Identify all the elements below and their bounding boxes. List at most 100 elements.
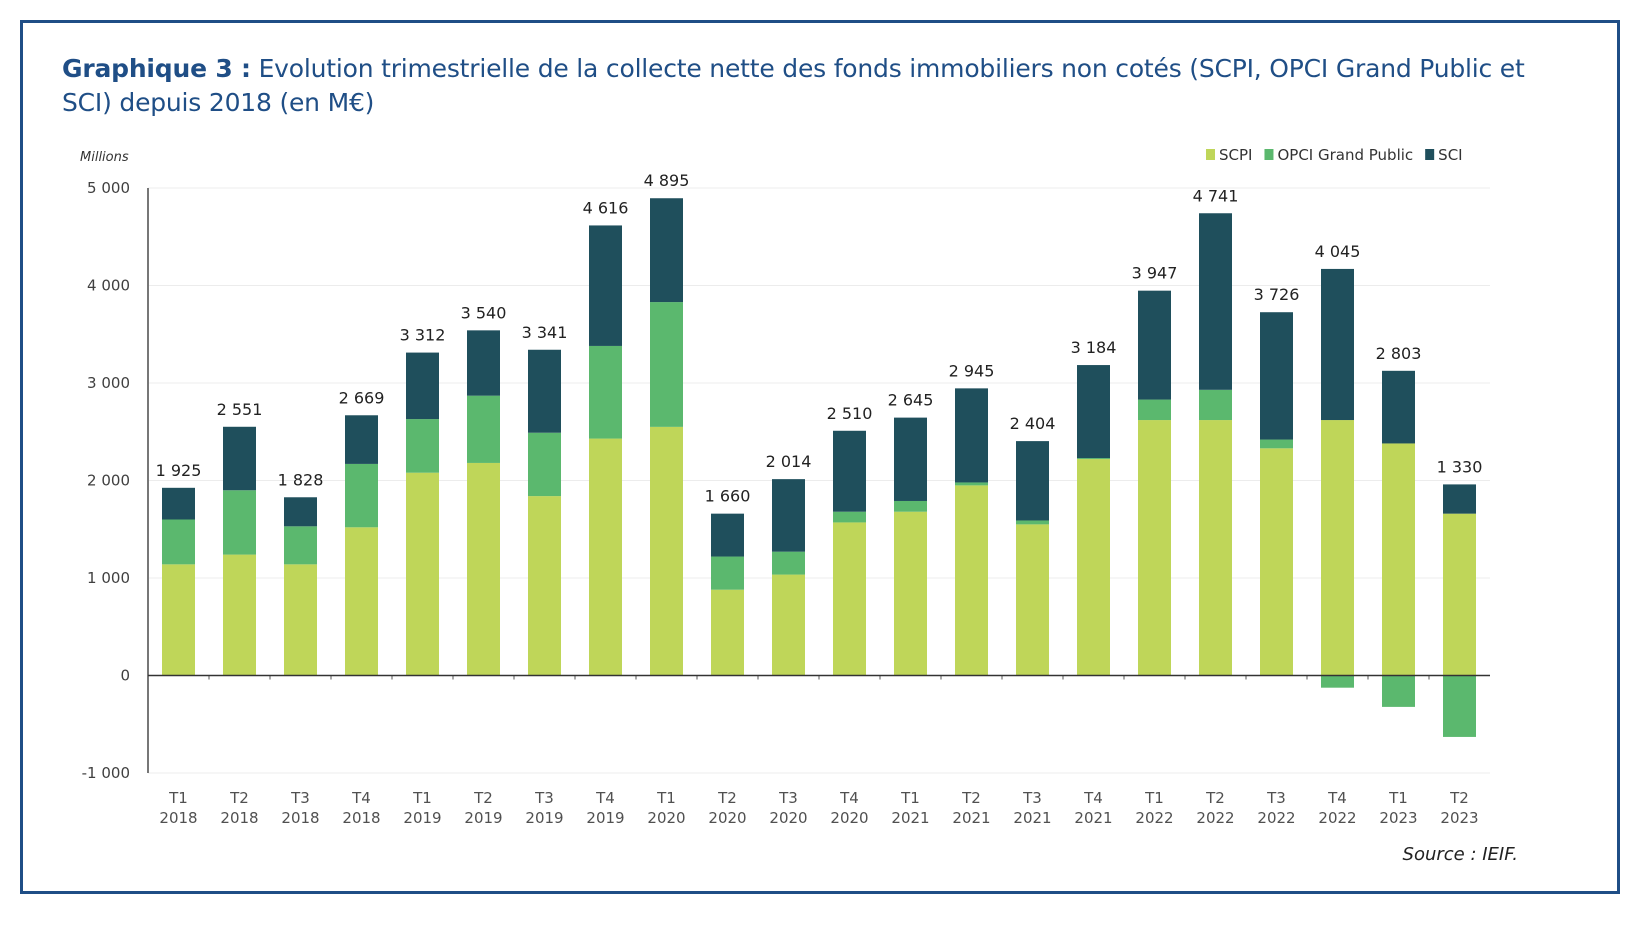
bar-segment-sci [1443,484,1476,514]
bar-segment-opci-grand-public [650,302,683,427]
bar-segment-opci-grand-public [467,395,500,463]
x-tick-year: 2022 [1196,809,1234,827]
x-tick-quarter: T3 [290,789,310,807]
bar-segment-scpi [772,574,805,676]
total-data-label: 2 014 [766,452,812,471]
bar-segment-opci-grand-public [1077,458,1110,460]
legend-label: SCPI [1219,146,1252,164]
x-tick-quarter: T1 [1144,789,1164,807]
bar-segment-scpi [1016,524,1049,676]
x-tick-year: 2020 [647,809,685,827]
bar-segment-opci-grand-public [162,519,195,565]
bar-segment-sci [1321,268,1354,421]
bar-segment-opci-grand-public [284,526,317,565]
y-tick-label: 4 000 [87,277,130,295]
bar-segment-scpi [1321,420,1354,676]
total-data-label: 2 669 [339,388,385,407]
x-tick-quarter: T2 [473,789,493,807]
x-tick-quarter: T1 [412,789,432,807]
y-tick-label: 0 [120,667,130,685]
bar-segment-opci-grand-public [589,345,622,439]
bar-segment-sci [1382,370,1415,444]
x-tick-year: 2018 [281,809,319,827]
total-data-label: 1 660 [705,487,751,506]
bar-segment-sci [772,479,805,552]
bar-segment-sci [1016,441,1049,521]
x-tick-year: 2021 [1013,809,1051,827]
x-tick-quarter: T3 [534,789,554,807]
legend-label: SCI [1438,146,1462,164]
total-data-label: 4 741 [1193,186,1239,205]
total-data-label: 2 803 [1376,344,1422,363]
x-tick-quarter: T1 [656,789,676,807]
x-tick-year: 2022 [1257,809,1295,827]
bar-segment-scpi [894,511,927,676]
bar-segment-scpi [1260,448,1293,676]
bar-segment-scpi [1138,420,1171,676]
total-data-label: 3 540 [461,303,507,322]
bar-segment-sci [467,330,500,396]
bar-segment-sci [528,349,561,433]
x-tick-year: 2022 [1318,809,1356,827]
x-tick-year: 2018 [342,809,380,827]
legend-swatch-scpi [1206,149,1215,160]
x-tick-year: 2018 [159,809,197,827]
total-data-label: 1 925 [156,461,202,480]
x-tick-quarter: T4 [1327,789,1347,807]
chart-frame [20,20,1620,894]
bar-segment-scpi [467,462,500,676]
bar-segment-scpi [406,472,439,676]
bar-segment-scpi [528,496,561,676]
bar-segment-sci [162,487,195,520]
x-tick-quarter: T4 [595,789,615,807]
bar-segment-scpi [650,426,683,676]
bar-segment-sci [1260,312,1293,440]
total-data-label: 4 045 [1315,242,1361,261]
bar-segment-scpi [1199,420,1232,676]
x-tick-quarter: T1 [1388,789,1408,807]
bar-segment-sci [1138,290,1171,400]
bar-segment-opci-grand-public [1199,389,1232,421]
y-tick-label: 5 000 [87,179,130,197]
bar-segment-sci [833,430,866,512]
total-data-label: 4 895 [644,171,690,190]
bar-segment-opci-grand-public [833,511,866,523]
legend-swatch-opci-grand-public [1264,149,1274,160]
bar-segment-scpi [955,485,988,676]
bar-segment-sci [955,388,988,483]
bar-segment-opci-grand-public [772,551,805,575]
x-tick-quarter: T1 [168,789,188,807]
x-tick-quarter: T4 [1083,789,1103,807]
x-tick-quarter: T2 [1449,789,1469,807]
total-data-label: 3 184 [1071,338,1117,357]
bar-segment-scpi [1077,459,1110,676]
x-tick-quarter: T1 [900,789,920,807]
bar-segment-sci [1199,213,1232,390]
bar-segment-sci [650,198,683,303]
y-tick-label: 1 000 [87,569,130,587]
bar-segment-sci [894,417,927,501]
total-data-label: 2 510 [827,404,873,423]
x-tick-year: 2021 [952,809,990,827]
bar-segment-opci-grand-public [528,432,561,497]
bar-segment-opci-grand-public [1443,675,1476,737]
total-data-label: 2 404 [1010,414,1056,433]
bar-segment-scpi [223,554,256,676]
x-tick-year: 2020 [769,809,807,827]
x-tick-year: 2023 [1379,809,1417,827]
bar-segment-sci [345,415,378,464]
bar-segment-sci [1077,365,1110,459]
bar-segment-sci [284,497,317,527]
chart-title-prefix: Graphique 3 : [62,54,251,83]
total-data-label: 1 330 [1437,457,1483,476]
x-tick-year: 2019 [525,809,563,827]
bar-segment-opci-grand-public [1138,399,1171,421]
y-tick-label: -1 000 [82,764,130,782]
bar-segment-opci-grand-public [1016,520,1049,525]
x-tick-quarter: T3 [1022,789,1042,807]
bar-segment-sci [589,225,622,346]
bar-segment-opci-grand-public [223,490,256,555]
bar-segment-scpi [1382,443,1415,676]
x-tick-year: 2018 [220,809,258,827]
